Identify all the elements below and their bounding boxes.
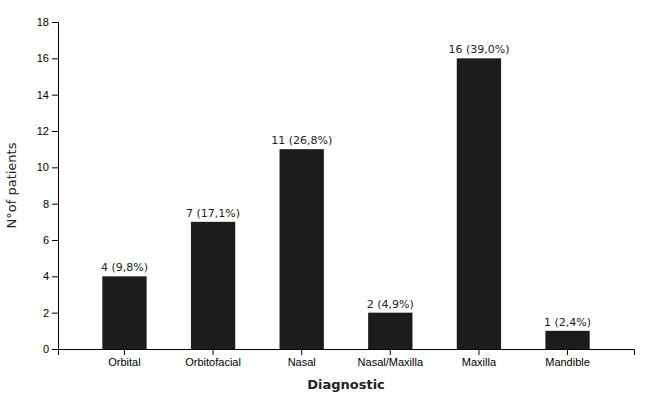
y-axis: 0 2 4 6 8 10 12 14 16 18 — [37, 16, 59, 355]
bar — [280, 149, 324, 349]
bar — [545, 331, 589, 349]
tick-label: 0 — [43, 343, 49, 355]
tick-label: 8 — [43, 198, 49, 210]
tick-mark — [52, 131, 58, 132]
tick-label: Maxilla — [462, 356, 497, 368]
tick: Orbitofacial — [185, 349, 241, 368]
tick-label: 6 — [43, 234, 49, 246]
tick: Mandible — [545, 349, 590, 368]
bars — [102, 58, 589, 349]
tick: Maxilla — [462, 349, 497, 368]
tick-label: 2 — [43, 307, 49, 319]
tick-mark — [52, 276, 58, 277]
tick-mark — [52, 58, 58, 59]
tick-label: 4 — [43, 270, 49, 282]
tick: Orbital — [108, 349, 140, 368]
bar — [457, 58, 501, 349]
x-axis: Orbital Orbitofacial Nasal Nasal/Maxilla Max… — [59, 349, 635, 368]
tick: 2 — [43, 307, 58, 319]
tick: 14 — [37, 89, 58, 101]
chart: Orbital Orbitofacial Nasal Nasal/Maxilla Max… — [0, 0, 654, 401]
tick-mark — [390, 349, 391, 355]
tick-mark — [52, 349, 58, 350]
y-axis-title: N°of patients — [4, 142, 19, 228]
data-label: 1 (2,4%) — [544, 316, 591, 329]
bar — [102, 276, 146, 349]
tick: 10 — [37, 161, 58, 173]
data-label: 7 (17,1%) — [186, 207, 240, 220]
tick-label: Orbital — [108, 356, 140, 368]
tick-label: Nasal/Maxilla — [358, 356, 424, 368]
data-label: 4 (9,8%) — [101, 261, 148, 274]
tick-label: Mandible — [545, 356, 590, 368]
bar — [191, 222, 235, 349]
tick-mark — [52, 313, 58, 314]
data-label: 16 (39,0%) — [448, 43, 509, 56]
tick-label: Nasal — [288, 356, 316, 368]
tick-label: 10 — [37, 161, 49, 173]
tick: 8 — [43, 198, 58, 210]
data-labels: 4 (9,8%) 7 (17,1%) 11 (26,8%) 2 (4,9%) 16 (3… — [101, 43, 591, 329]
tick: 18 — [37, 16, 58, 28]
tick-mark — [213, 349, 214, 355]
tick-mark — [52, 204, 58, 205]
tick-mark — [124, 349, 125, 355]
tick-label: 12 — [37, 125, 49, 137]
tick-label: Orbitofacial — [185, 356, 241, 368]
x-axis-title: Diagnostic — [307, 377, 385, 392]
tick: 12 — [37, 125, 58, 137]
tick: Nasal — [288, 349, 316, 368]
axis-line — [59, 350, 635, 356]
tick-label: 18 — [37, 16, 49, 28]
data-label: 2 (4,9%) — [367, 298, 414, 311]
tick: 4 — [43, 270, 58, 282]
tick: Nasal/Maxilla — [358, 349, 424, 368]
tick-mark — [52, 167, 58, 168]
bar — [368, 313, 412, 349]
tick-mark — [52, 22, 58, 23]
tick: 6 — [43, 234, 58, 246]
tick: 0 — [43, 343, 58, 355]
tick-label: 14 — [37, 89, 49, 101]
tick-mark — [52, 240, 58, 241]
tick: 16 — [37, 52, 58, 64]
tick-mark — [52, 95, 58, 96]
plot: Orbital Orbitofacial Nasal Nasal/Maxilla Max… — [37, 16, 635, 368]
tick-label: 16 — [37, 52, 49, 64]
tick-mark — [567, 349, 568, 355]
tick-mark — [301, 349, 302, 355]
data-label: 11 (26,8%) — [271, 134, 332, 147]
tick-mark — [478, 349, 479, 355]
axis-line — [52, 23, 59, 350]
